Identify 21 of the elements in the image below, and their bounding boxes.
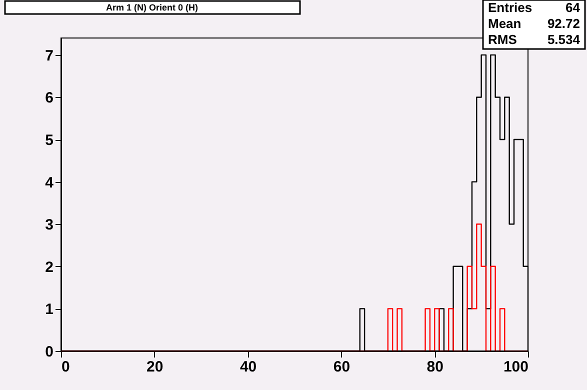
y-tick-label: 2 [45, 258, 54, 276]
chart-title: Arm 1 (N) Orient 0 (H) [106, 2, 198, 12]
text: Mean [488, 16, 522, 31]
y-tick-label: 5 [45, 132, 54, 150]
text: 92.72 [547, 16, 580, 31]
text: Entries [488, 0, 532, 15]
y-tick-label: 4 [45, 174, 54, 192]
x-tick-label: 20 [146, 358, 164, 376]
y-tick-label: 3 [45, 216, 54, 234]
y-tick-label: 0 [45, 344, 54, 360]
x-tick-label: 80 [426, 358, 444, 376]
annotation: RMS [488, 32, 518, 47]
text: 64 [566, 0, 581, 15]
x-tick-label: 60 [333, 358, 350, 376]
y-tick-label: 6 [45, 90, 54, 107]
y-tick-label: 7 [45, 47, 54, 64]
x-tick-label: 0 [62, 358, 70, 376]
text: 5.534 [547, 32, 581, 47]
y-tick-label: 1 [45, 301, 54, 318]
x-tick-label: 100 [503, 358, 528, 376]
x-tick-label: 40 [240, 358, 257, 376]
